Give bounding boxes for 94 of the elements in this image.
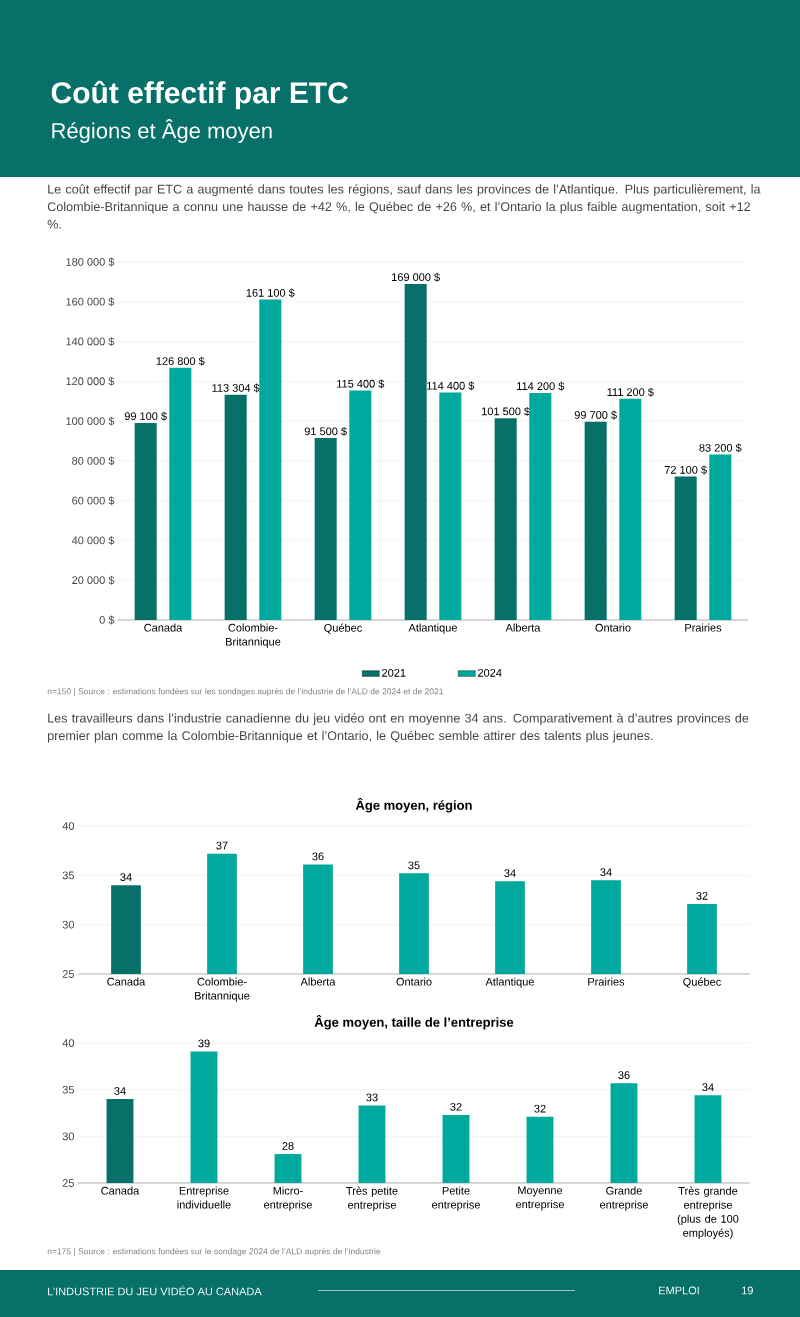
- data-label: 114 400 $: [427, 381, 475, 391]
- x-tick-label: Ontario: [595, 623, 631, 632]
- y-tick-label: 100 000 $: [66, 416, 115, 426]
- x-tick-label: Québec: [324, 623, 362, 634]
- y-tick-label: 120 000 $: [66, 376, 115, 386]
- x-tick-label: Entreprise individuelle: [177, 1186, 231, 1209]
- legend-label: 2024: [478, 668, 502, 677]
- chart-subtitle: Régions et Âge moyen: [52, 119, 272, 143]
- bar: [404, 283, 427, 621]
- data-label: 91 500 $: [304, 426, 347, 436]
- bar: [134, 422, 157, 621]
- x-tick-label: Ontario: [396, 977, 432, 986]
- y-tick-label: 40: [62, 1039, 75, 1047]
- bar: [494, 418, 517, 621]
- text: EMPLOI: [659, 1286, 699, 1295]
- data-label: 83 200 $: [699, 443, 742, 453]
- y-tick-label: 35: [62, 871, 74, 880]
- data-label: 115 400 $: [337, 379, 385, 389]
- y-tick-label: 30: [62, 1132, 75, 1141]
- data-label: 35: [408, 861, 420, 870]
- bar: [259, 299, 282, 621]
- data-label: 36: [618, 1071, 630, 1079]
- bar: [314, 438, 337, 621]
- chart-title: Coût effectif par ETC: [51, 80, 349, 110]
- y-tick-label: 40: [62, 822, 75, 830]
- x-tick-label: Petite entreprise: [432, 1186, 480, 1211]
- bar: [439, 392, 462, 621]
- data-label: 34: [114, 1087, 126, 1095]
- x-tick-label: Très petite entreprise: [346, 1186, 398, 1211]
- bar: [169, 367, 192, 621]
- y-tick-label: 180 000 $: [66, 257, 115, 267]
- text: 19: [742, 1286, 753, 1295]
- data-label: 37: [216, 841, 228, 850]
- y-tick-label: 20 000 $: [72, 575, 115, 585]
- x-tick-label: Très grande entreprise (plus de 100 employés): [677, 1186, 739, 1239]
- data-label: 126 800 $: [156, 356, 205, 366]
- y-tick-label: 60 000 $: [72, 496, 115, 506]
- data-label: 28: [282, 1142, 294, 1150]
- text: Les travailleurs dans l’industrie canadienne du jeu vidéo ont en moyenne 34 ans. Comparativement à d’autres provinces de premier plan comme la Colombie-Britannique et l’Ontario, le Québec semble attirer des talents plus jeunes.: [48, 713, 749, 743]
- chart-title: Âge moyen, région: [355, 798, 472, 813]
- bar: [674, 476, 697, 621]
- text: L’INDUSTRIE DU JEU VIDÉO AU CANADA: [48, 1285, 262, 1296]
- x-tick-label: Alberta: [300, 977, 336, 986]
- x-tick-label: Canada: [101, 1186, 140, 1195]
- x-tick-label: Canada: [144, 623, 183, 632]
- y-tick-label: 30: [62, 920, 75, 929]
- legend-label: 2021: [382, 668, 406, 677]
- bar: [224, 394, 247, 621]
- y-tick-label: 160 000 $: [66, 297, 115, 307]
- data-label: 161 100 $: [246, 288, 295, 298]
- text: n=150 | Source : estimations fondées sur les sondages auprès de l’industrie de l’ALD de 2024 et de 2021: [47, 687, 444, 697]
- data-label: 169 000 $: [392, 272, 440, 282]
- text: n=175 | Source : estimations fondées sur le sondage 2024 de l’ALD auprès de l’industrie: [47, 1247, 381, 1257]
- bar: [529, 392, 552, 621]
- data-label: 32: [696, 891, 708, 900]
- y-tick-label: 35: [62, 1085, 74, 1094]
- y-tick-label: 0 $: [99, 615, 115, 625]
- data-label: 99 700 $: [574, 410, 617, 420]
- bar: [619, 398, 642, 621]
- x-tick-label: Moyenne entreprise: [516, 1186, 564, 1211]
- text: Le coût effectif par ETC a augmenté dans toutes les régions, sauf dans les provinces de l’Atlantique. Plus particulièrement, la Colombie-Britannique a connu une hausse de +42 %, le Québec de +26 %, et l’Ontario la plus faible augmentation, soit +12 %.: [47, 184, 761, 229]
- data-label: 34: [600, 868, 612, 877]
- data-label: 39: [198, 1039, 210, 1048]
- x-tick-label: Canada: [107, 977, 146, 986]
- y-tick-label: 25: [62, 970, 74, 978]
- data-label: 72 100 $: [664, 465, 707, 475]
- y-tick-label: 140 000 $: [66, 337, 115, 347]
- bar: [709, 454, 732, 621]
- data-label: 34: [120, 873, 132, 882]
- data-label: 32: [534, 1104, 546, 1113]
- x-tick-label: Colombie-Britannique: [195, 977, 250, 1002]
- x-tick-label: Colombie-Britannique: [226, 623, 281, 648]
- data-label: 34: [702, 1083, 714, 1092]
- x-tick-label: Prairies: [685, 623, 722, 632]
- x-tick-label: Québec: [683, 977, 721, 988]
- data-label: 99 100 $: [124, 411, 167, 421]
- data-label: 33: [366, 1093, 378, 1102]
- x-tick-label: Atlantique: [408, 623, 457, 634]
- y-tick-label: 40 000 $: [71, 536, 115, 545]
- x-tick-label: Prairies: [588, 977, 625, 986]
- x-tick-label: Atlantique: [485, 977, 534, 988]
- y-tick-label: 80 000 $: [72, 456, 115, 466]
- data-label: 34: [504, 869, 516, 878]
- data-label: 114 200 $: [517, 381, 565, 391]
- data-label: 111 200 $: [607, 387, 654, 397]
- bar: [584, 421, 607, 621]
- x-tick-label: Alberta: [505, 623, 541, 632]
- x-tick-label: Micro-entreprise: [264, 1186, 312, 1211]
- data-label: 36: [312, 852, 324, 861]
- x-tick-label: Grande entreprise: [600, 1186, 648, 1211]
- bar: [349, 390, 372, 621]
- y-tick-label: 25: [62, 1179, 74, 1187]
- chart-title: Âge moyen, taille de l’entreprise: [314, 1015, 514, 1030]
- data-label: 32: [450, 1102, 462, 1111]
